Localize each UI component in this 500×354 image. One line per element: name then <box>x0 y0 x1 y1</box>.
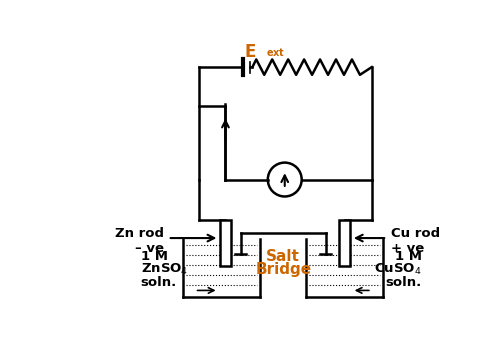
Text: 1 M: 1 M <box>395 250 422 263</box>
Text: $\mathbf{_{ext}}$: $\mathbf{_{ext}}$ <box>266 45 285 59</box>
Text: Bridge: Bridge <box>255 262 312 277</box>
Text: + ve: + ve <box>391 242 424 255</box>
Text: Salt: Salt <box>266 249 300 264</box>
Bar <box>220 219 231 266</box>
Text: – ve: – ve <box>135 242 164 255</box>
Text: soln.: soln. <box>386 276 422 289</box>
Text: 1 M: 1 M <box>141 250 168 263</box>
Text: ZnSO$_4$: ZnSO$_4$ <box>141 262 188 277</box>
Text: Zn rod: Zn rod <box>115 227 164 240</box>
Text: $\mathbf{E}$: $\mathbf{E}$ <box>244 43 256 61</box>
Bar <box>340 219 350 266</box>
Text: CuSO$_4$: CuSO$_4$ <box>374 262 422 277</box>
Text: soln.: soln. <box>141 276 177 289</box>
Text: Cu rod: Cu rod <box>391 227 440 240</box>
